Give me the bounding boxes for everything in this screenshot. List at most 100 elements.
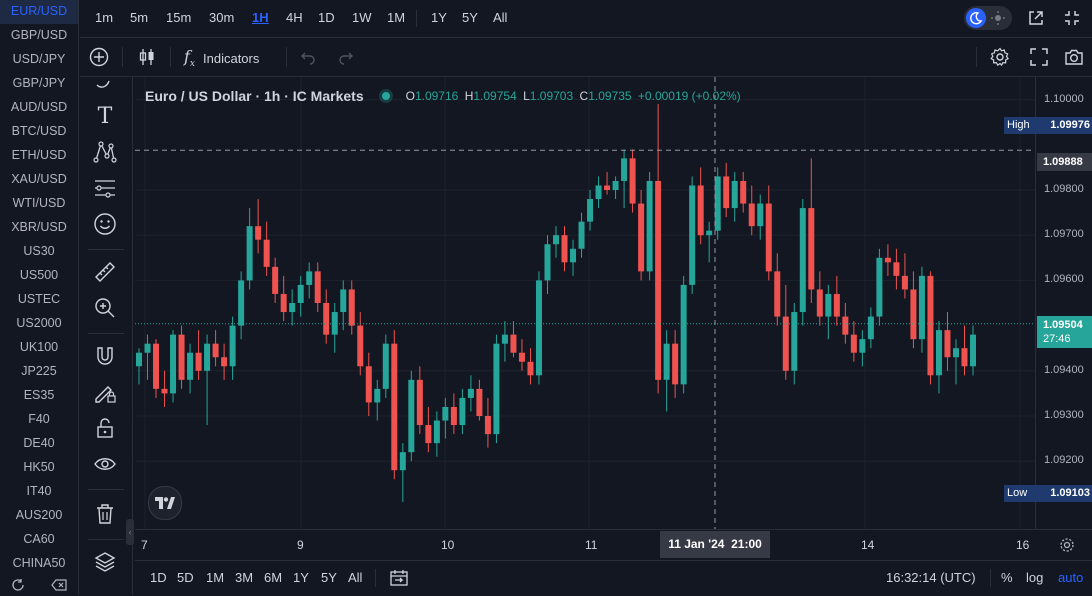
symbol-item[interactable]: GBP/JPY <box>12 76 66 90</box>
tradingview-logo[interactable] <box>148 486 182 520</box>
bottom-range-All[interactable]: All <box>348 570 363 585</box>
bottom-range-1M[interactable]: 1M <box>206 570 225 585</box>
range-5Y[interactable]: 5Y <box>462 10 478 25</box>
separator <box>976 47 977 67</box>
candle-body <box>195 352 202 371</box>
object-tree-button[interactable] <box>90 547 120 577</box>
symbol-item[interactable]: XAU/USD <box>11 172 67 186</box>
symbol-item[interactable]: UK100 <box>19 340 59 354</box>
timeframe-1D[interactable]: 1D <box>318 10 335 25</box>
timeframe-1H[interactable]: 1H <box>252 10 269 25</box>
time-axis[interactable]: 7 9 10 11 14 16 11 Jan '24 21:00 <box>135 529 1092 560</box>
candle-body <box>697 185 704 236</box>
symbol-item[interactable]: USTEC <box>17 292 61 306</box>
timeframe-30m[interactable]: 30m <box>209 10 235 25</box>
undo-icon[interactable] <box>300 49 316 65</box>
candle-body <box>382 343 389 389</box>
close-value: 1.09735 <box>588 89 632 103</box>
timeframe-1W[interactable]: 1W <box>352 10 372 25</box>
refresh-icon[interactable] <box>11 578 25 592</box>
chart-pane[interactable]: Euro / US Dollar · 1h · IC Markets O1.09… <box>135 77 1035 529</box>
goto-date-icon[interactable] <box>389 569 409 587</box>
bottom-range-5D[interactable]: 5D <box>177 570 194 585</box>
pattern-tool-button[interactable] <box>90 137 120 167</box>
candle-body <box>544 244 551 281</box>
range-All[interactable]: All <box>493 10 508 25</box>
symbol-item[interactable]: IT40 <box>26 484 52 498</box>
measure-tool-button[interactable] <box>90 257 120 287</box>
redo-icon[interactable] <box>338 49 354 65</box>
symbol-item[interactable]: F40 <box>28 412 50 426</box>
indicators-button[interactable]: fx Indicators <box>184 47 259 69</box>
candles-icon[interactable] <box>137 47 157 67</box>
symbol-item[interactable]: US500 <box>19 268 59 282</box>
candle-body <box>187 352 194 380</box>
symbol-item[interactable]: DE40 <box>23 436 55 450</box>
collapse-toolbar-handle[interactable]: ‹ <box>126 519 134 545</box>
symbol-item[interactable]: BTC/USD <box>11 124 67 138</box>
timeframe-4H[interactable]: 4H <box>286 10 303 25</box>
utc-clock[interactable]: 16:32:14 (UTC) <box>886 570 976 585</box>
smiley-icon <box>94 213 116 235</box>
symbol-item[interactable]: AUS200 <box>15 508 63 522</box>
zoom-tool-button[interactable] <box>90 293 120 323</box>
theme-toggle[interactable] <box>964 6 1012 30</box>
candle-body <box>927 275 934 376</box>
bar-countdown: 27:46 <box>1043 333 1071 345</box>
candle-body <box>323 303 330 335</box>
symbol-item[interactable]: XBR/USD <box>11 220 67 234</box>
candlestick-chart[interactable] <box>135 77 1035 529</box>
symbol-item[interactable]: GBP/USD <box>10 28 68 42</box>
timeframe-1m[interactable]: 1m <box>95 10 114 25</box>
candle-body <box>272 266 279 294</box>
camera-icon[interactable] <box>1064 47 1084 67</box>
brush-icon[interactable] <box>94 75 114 89</box>
price-axis[interactable]: 1.10000 1.09800 1.09700 1.09600 1.09400 1.093… <box>1004 77 1092 529</box>
bottom-range-6M[interactable]: 6M <box>264 570 283 585</box>
symbol-item[interactable]: CHINA50 <box>12 556 66 570</box>
axis-settings-gear-icon[interactable] <box>1059 537 1075 553</box>
candle-body <box>970 334 976 367</box>
symbol-item[interactable]: AUD/USD <box>10 100 68 114</box>
symbol-item[interactable]: US2000 <box>16 316 62 330</box>
timeframe-5m[interactable]: 5m <box>130 10 149 25</box>
timeframe-1M[interactable]: 1M <box>387 10 406 25</box>
hide-drawings-button[interactable] <box>90 449 120 479</box>
candle-body <box>442 406 449 421</box>
symbol-item[interactable]: HK50 <box>23 460 55 474</box>
prediction-tool-button[interactable] <box>90 173 120 203</box>
bottom-range-1Y[interactable]: 1Y <box>293 570 309 585</box>
bottom-range-1D[interactable]: 1D <box>150 570 167 585</box>
symbol-item[interactable]: ETH/USD <box>11 148 67 162</box>
timeframe-15m[interactable]: 15m <box>166 10 192 25</box>
lock-all-button[interactable] <box>90 413 120 443</box>
add-symbol-icon[interactable] <box>89 47 109 67</box>
log-scale-toggle[interactable]: log <box>1026 570 1044 585</box>
symbol-item[interactable]: US30 <box>23 244 55 258</box>
separator <box>122 47 123 67</box>
emoji-tool-button[interactable] <box>90 209 120 239</box>
open-external-icon[interactable] <box>1028 10 1044 26</box>
lock-drawings-button[interactable] <box>90 377 120 407</box>
settings-gear-icon[interactable] <box>990 47 1010 67</box>
candle-body <box>578 221 585 249</box>
bottom-range-5Y[interactable]: 5Y <box>321 570 337 585</box>
percent-scale-toggle[interactable]: % <box>1001 570 1013 585</box>
delete-icon[interactable] <box>51 579 67 591</box>
symbol-item[interactable]: CA60 <box>23 532 55 546</box>
symbol-item[interactable]: EUR/USD <box>0 0 78 24</box>
range-1Y[interactable]: 1Y <box>431 10 447 25</box>
bottom-range-3M[interactable]: 3M <box>235 570 254 585</box>
symbol-item[interactable]: JP225 <box>21 364 57 378</box>
text-tool-button[interactable]: T <box>90 101 120 131</box>
symbol-item[interactable]: WTI/USD <box>12 196 66 210</box>
fullscreen-icon[interactable] <box>1030 48 1048 66</box>
candle-body <box>765 203 772 272</box>
symbol-item[interactable]: USD/JPY <box>12 52 66 66</box>
remove-drawings-button[interactable] <box>90 499 120 529</box>
symbol-item[interactable]: ES35 <box>23 388 55 402</box>
candle-body <box>238 280 245 326</box>
collapse-icon[interactable] <box>1064 10 1080 26</box>
magnet-tool-button[interactable] <box>90 341 120 371</box>
auto-scale-toggle[interactable]: auto <box>1058 570 1084 585</box>
